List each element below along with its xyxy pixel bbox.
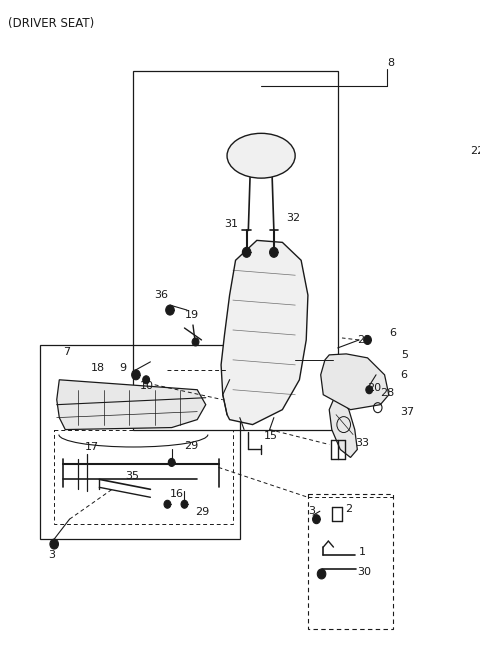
Circle shape: [312, 515, 320, 523]
Circle shape: [164, 501, 171, 508]
Text: 6: 6: [400, 370, 407, 380]
Text: 15: 15: [264, 430, 277, 441]
Text: 29: 29: [184, 441, 199, 451]
Text: 1: 1: [359, 547, 366, 557]
Circle shape: [192, 338, 199, 346]
Text: 17: 17: [85, 443, 99, 453]
Text: (DRIVER SEAT): (DRIVER SEAT): [8, 17, 95, 30]
Ellipse shape: [227, 133, 295, 178]
Text: 16: 16: [170, 489, 184, 499]
Polygon shape: [221, 240, 308, 424]
Circle shape: [168, 459, 175, 466]
Text: 22: 22: [470, 146, 480, 155]
Circle shape: [132, 370, 140, 380]
Circle shape: [181, 501, 188, 508]
Text: 7: 7: [63, 347, 70, 357]
Circle shape: [166, 305, 174, 315]
Text: 36: 36: [155, 290, 168, 300]
Text: 28: 28: [380, 388, 395, 398]
Text: 19: 19: [184, 310, 199, 320]
Text: 29: 29: [195, 507, 210, 517]
Text: 10: 10: [140, 380, 154, 391]
Text: 31: 31: [225, 220, 239, 230]
Text: 2: 2: [346, 504, 352, 514]
Text: 35: 35: [125, 472, 139, 482]
Circle shape: [143, 376, 150, 384]
Circle shape: [242, 247, 251, 257]
Circle shape: [364, 335, 372, 344]
Text: 9: 9: [119, 363, 126, 373]
Text: 20: 20: [368, 382, 382, 393]
Circle shape: [270, 247, 278, 257]
Text: 30: 30: [357, 567, 372, 577]
Text: 33: 33: [355, 438, 369, 447]
Text: 37: 37: [400, 407, 414, 417]
Text: 18: 18: [91, 363, 105, 373]
Text: 3: 3: [308, 506, 315, 516]
Circle shape: [317, 569, 326, 579]
Circle shape: [366, 386, 372, 394]
Circle shape: [50, 539, 59, 549]
Bar: [54, 430, 233, 524]
Text: 3: 3: [48, 550, 55, 560]
Bar: [133, 71, 338, 430]
Bar: [40, 345, 240, 539]
Bar: [308, 494, 393, 628]
Text: 32: 32: [287, 213, 301, 224]
Text: 8: 8: [387, 58, 394, 68]
Text: 5: 5: [402, 350, 408, 360]
Polygon shape: [321, 354, 389, 409]
Text: 6: 6: [389, 328, 396, 338]
Polygon shape: [329, 400, 357, 457]
Text: 21: 21: [357, 335, 372, 345]
Polygon shape: [57, 380, 206, 430]
